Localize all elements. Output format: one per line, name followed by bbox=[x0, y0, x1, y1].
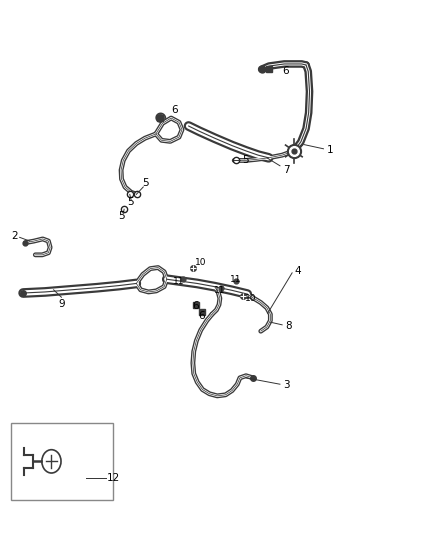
Text: 1: 1 bbox=[327, 145, 333, 155]
Text: 12: 12 bbox=[107, 473, 120, 482]
Text: 9: 9 bbox=[58, 298, 65, 309]
Text: 5: 5 bbox=[142, 177, 148, 188]
Text: 5: 5 bbox=[118, 211, 125, 221]
Text: 4: 4 bbox=[295, 266, 301, 276]
Text: 2: 2 bbox=[11, 231, 18, 241]
Bar bbox=[11, 423, 113, 500]
Text: 7: 7 bbox=[283, 165, 290, 175]
Text: 5: 5 bbox=[243, 156, 249, 165]
Text: 6: 6 bbox=[198, 311, 205, 321]
Text: 8: 8 bbox=[285, 321, 292, 331]
Text: 11: 11 bbox=[173, 277, 185, 286]
Text: 5: 5 bbox=[127, 197, 134, 207]
Text: 11: 11 bbox=[214, 286, 226, 295]
Text: 10: 10 bbox=[244, 294, 256, 303]
Text: 6: 6 bbox=[282, 67, 289, 76]
Text: 3: 3 bbox=[283, 380, 290, 390]
Text: 6: 6 bbox=[192, 301, 198, 311]
Text: 6: 6 bbox=[171, 104, 178, 115]
Text: 10: 10 bbox=[195, 258, 206, 266]
Text: 11: 11 bbox=[230, 274, 241, 284]
